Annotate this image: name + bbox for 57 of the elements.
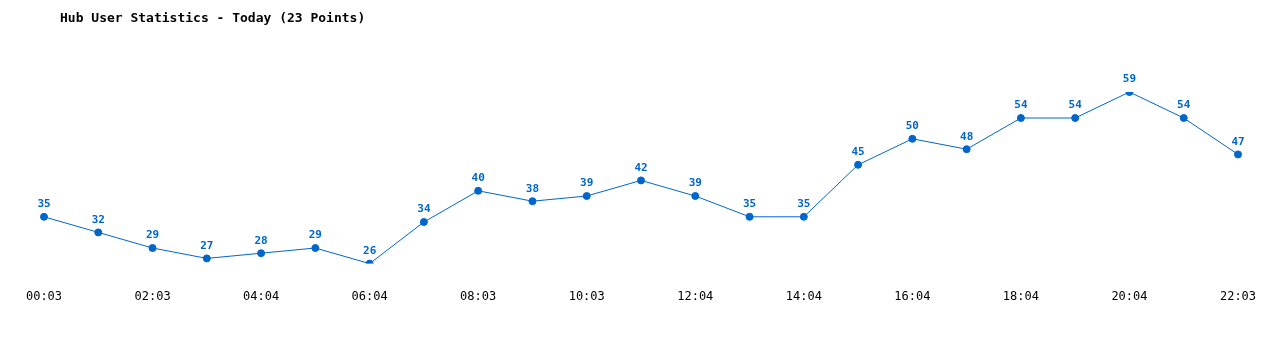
- point: [637, 176, 645, 185]
- data-label: 38: [525, 181, 540, 195]
- data-label: 27: [200, 238, 214, 252]
- data-label: 54: [1068, 98, 1083, 112]
- point: [419, 218, 428, 226]
- point: [257, 249, 266, 258]
- x-tick-label: 22:03: [1219, 288, 1257, 303]
- x-tick-label: 16:04: [894, 288, 931, 303]
- point: [311, 244, 320, 252]
- data-label: 48: [960, 129, 974, 143]
- point: [799, 212, 808, 221]
- data-label: 59: [1122, 72, 1137, 86]
- point: [1179, 114, 1188, 122]
- x-tick-label: 02:03: [134, 288, 171, 303]
- x-tick-label: 18:04: [1002, 288, 1039, 303]
- data-label: 54: [1014, 98, 1028, 112]
- data-label: 29: [145, 228, 160, 242]
- point: [474, 186, 483, 195]
- x-tick-label: 10:03: [568, 288, 605, 303]
- x-tick-label: 00:03: [25, 288, 63, 303]
- x-tick-label: 20:04: [1111, 288, 1148, 303]
- point: [582, 192, 591, 200]
- point: [854, 160, 863, 169]
- chart-title: Hub User Statistics - Today (23 Points): [60, 10, 366, 25]
- point: [745, 212, 754, 221]
- x-tick-label: 04:04: [243, 288, 280, 303]
- point: [202, 254, 211, 263]
- point: [1016, 114, 1025, 122]
- point: [148, 244, 157, 252]
- data-label: 35: [742, 197, 757, 211]
- data-label: 45: [851, 145, 865, 159]
- data-label: 29: [308, 228, 322, 242]
- x-tick-label: 08:03: [460, 288, 497, 303]
- point: [962, 145, 971, 154]
- x-tick-label: 06:04: [351, 288, 388, 303]
- data-label: 39: [688, 176, 702, 190]
- data-label: 39: [580, 176, 594, 190]
- data-label: 35: [797, 197, 811, 211]
- data-label: 32: [91, 212, 105, 226]
- point: [528, 197, 537, 206]
- point: [908, 134, 917, 143]
- data-label: 47: [1231, 134, 1245, 148]
- point: [1071, 114, 1080, 122]
- data-label: 54: [1177, 98, 1191, 112]
- data-label: 28: [254, 233, 268, 247]
- point: [40, 212, 48, 221]
- point: [691, 192, 700, 200]
- x-tick-label: 14:04: [785, 288, 822, 303]
- point: [1234, 150, 1242, 159]
- x-tick-label: 12:04: [677, 288, 714, 303]
- data-label: 42: [634, 160, 648, 174]
- point: [94, 228, 103, 237]
- data-label: 35: [37, 197, 51, 211]
- data-label: 50: [905, 119, 919, 133]
- data-label: 26: [363, 243, 377, 257]
- data-label: 34: [417, 202, 431, 216]
- data-label: 40: [471, 171, 485, 185]
